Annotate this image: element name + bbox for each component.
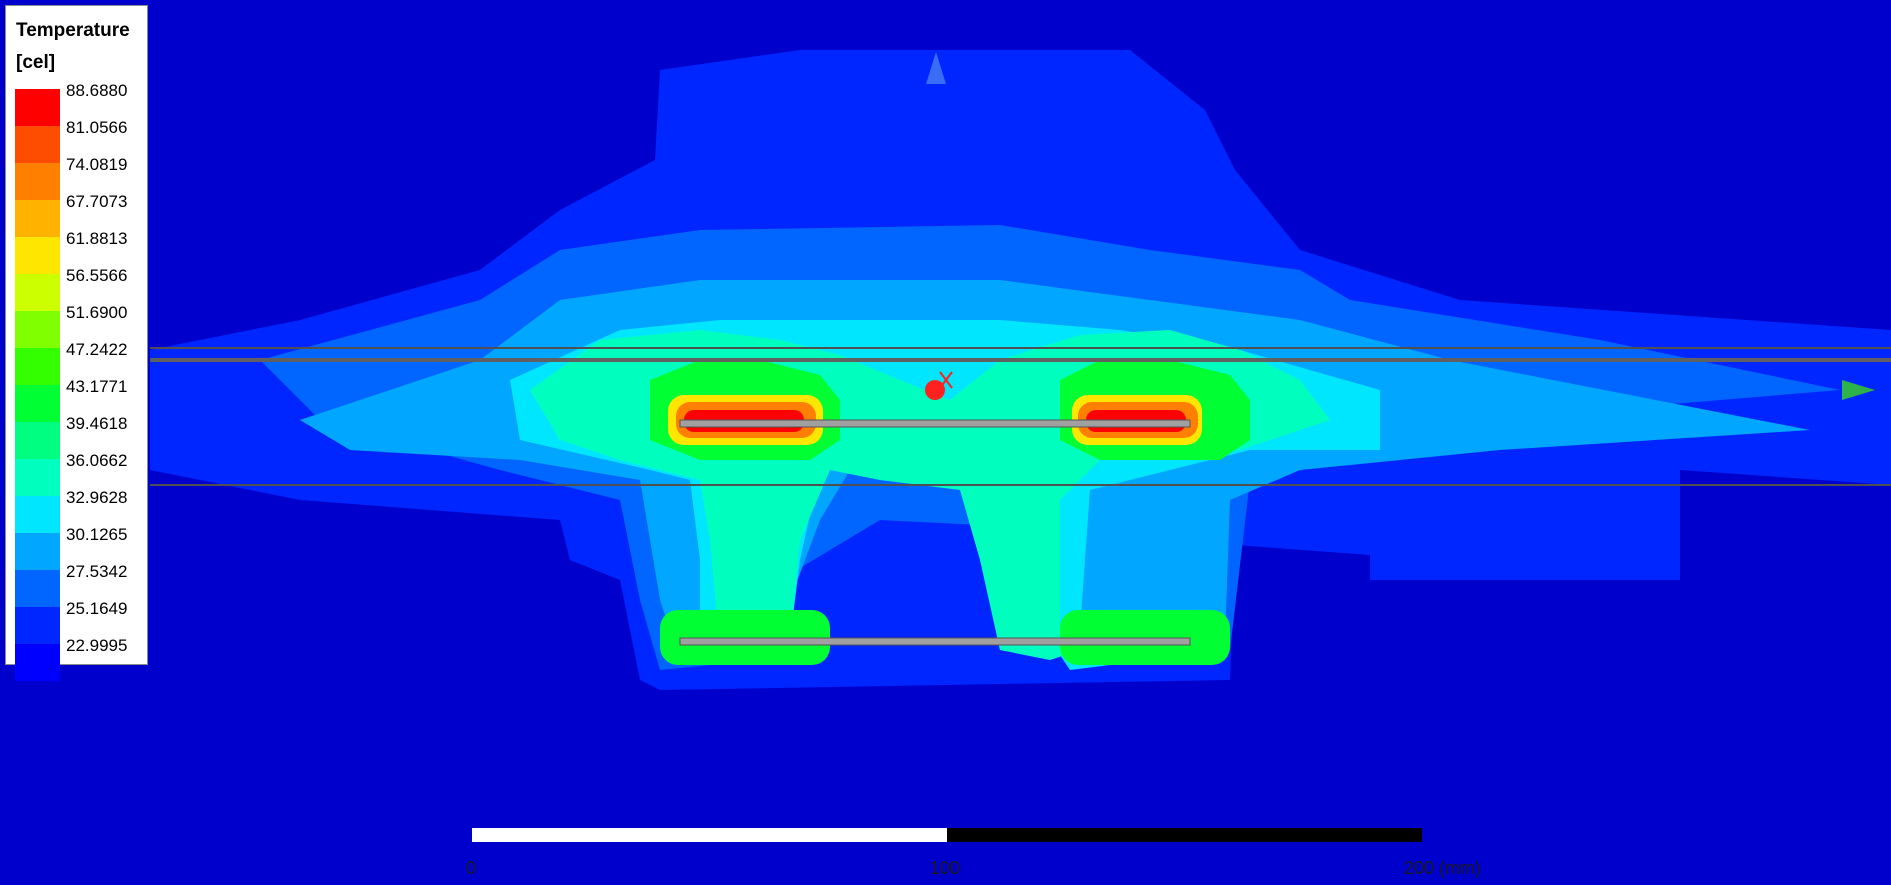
scale-label-200: 200 (mm) — [1404, 858, 1482, 878]
legend-swatch — [15, 533, 60, 570]
legend-value-label: 39.4618 — [66, 414, 128, 433]
scale-bar-white — [472, 828, 947, 842]
legend-swatch — [15, 237, 60, 274]
legend-swatch — [15, 311, 60, 348]
legend-value-label: 43.1771 — [66, 377, 128, 396]
legend-swatch — [15, 607, 60, 644]
legend-value-label: 32.9628 — [66, 488, 128, 507]
legend-swatch — [15, 422, 60, 459]
legend-value-label: 36.0662 — [66, 451, 128, 470]
legend-value-label: 81.0566 — [66, 118, 128, 137]
legend-value-label: 74.0819 — [66, 155, 128, 174]
legend-swatch — [15, 385, 60, 422]
legend-title: Temperature — [16, 20, 130, 41]
legend-swatch — [15, 459, 60, 496]
legend-value-label: 22.9995 — [66, 636, 128, 655]
legend-swatch — [15, 89, 60, 126]
legend-value-label: 25.1649 — [66, 599, 128, 618]
legend-value-label: 88.6880 — [66, 81, 128, 100]
legend-value-label: 30.1265 — [66, 525, 128, 544]
probe-marker — [925, 380, 945, 400]
legend-value-label: 47.2422 — [66, 340, 128, 359]
legend-swatch — [15, 644, 60, 681]
legend-value-label: 27.5342 — [66, 562, 128, 581]
temperature-legend[interactable]: Temperature [cel] 88.6880 81.0566 74.0819 6… — [5, 5, 148, 681]
scale-label-100: 100 — [930, 858, 961, 878]
legend-value-label: 51.6900 — [66, 303, 128, 322]
axis-triad-x-arrow — [1842, 380, 1875, 400]
legend-value-label: 56.5566 — [66, 266, 128, 285]
legend-swatch — [15, 200, 60, 237]
conductor-bar-lower — [679, 637, 1191, 646]
legend-swatch — [15, 163, 60, 200]
legend-swatch — [15, 126, 60, 163]
conductor-bar-upper — [679, 419, 1191, 428]
legend-swatch — [15, 274, 60, 311]
scale-label-0: 0 — [466, 858, 477, 878]
legend-swatch — [15, 570, 60, 607]
probe-cross-2 — [939, 371, 953, 389]
legend-value-label: 61.8813 — [66, 229, 128, 248]
legend-swatch — [15, 496, 60, 533]
legend-swatch — [15, 348, 60, 385]
scale-bar-black — [947, 828, 1422, 842]
legend-value-label: 67.7073 — [66, 192, 128, 211]
legend-unit: [cel] — [16, 52, 56, 73]
axis-triad-y-arrow — [926, 52, 946, 84]
